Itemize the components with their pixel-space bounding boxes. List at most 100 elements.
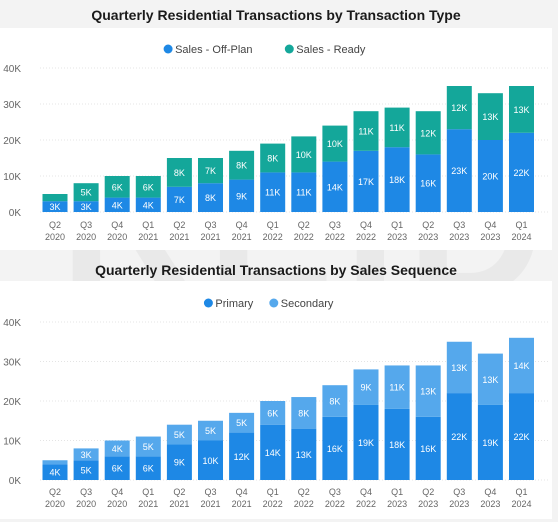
x-tick-label: 2022 — [263, 499, 283, 509]
data-label: 18K — [389, 175, 405, 185]
bar-primary — [166, 444, 192, 480]
bar-secondary — [446, 341, 472, 394]
x-tick-label: 2023 — [387, 499, 407, 509]
bar-primary — [166, 186, 192, 212]
legend-marker — [163, 44, 173, 54]
x-tick-label: Q2 — [298, 220, 310, 230]
x-tick-label: 2020 — [76, 232, 96, 242]
bar-primary — [229, 179, 255, 212]
bar-primary — [73, 201, 99, 212]
x-tick-label: Q3 — [329, 487, 341, 497]
y-tick-label: 20K — [3, 136, 21, 147]
data-label: 12K — [420, 128, 436, 138]
data-label: 13K — [451, 363, 467, 373]
bar-secondary — [384, 107, 410, 148]
data-label: 11K — [296, 188, 311, 198]
x-tick-label: 2020 — [107, 499, 127, 509]
chart-title-sales-sequence: Quarterly Residential Transactions by Sa… — [95, 262, 457, 278]
data-label: 13K — [296, 450, 312, 460]
data-label: 8K — [205, 193, 216, 203]
data-label: 10K — [296, 150, 312, 160]
legend-label: Sales - Off-Plan — [175, 44, 252, 56]
data-label: 14K — [327, 182, 343, 192]
x-tick-label: Q3 — [453, 220, 465, 230]
x-tick-label: 2022 — [294, 232, 314, 242]
legend-label: Secondary — [281, 298, 334, 310]
bar-secondary — [509, 337, 534, 394]
bar-secondary — [166, 158, 192, 187]
data-label: 4K — [49, 468, 60, 478]
legend-marker — [284, 44, 294, 54]
x-tick-label: 2022 — [325, 232, 345, 242]
x-tick-label: 2023 — [480, 499, 500, 509]
bar-secondary — [229, 150, 255, 180]
x-tick-label: 2021 — [138, 499, 158, 509]
x-tick-label: Q2 — [173, 487, 185, 497]
bar-secondary — [384, 365, 410, 409]
bar-secondary — [353, 111, 379, 151]
bar-primary — [104, 456, 130, 480]
data-label: 16K — [327, 444, 343, 454]
data-label: 6K — [143, 464, 154, 474]
data-label: 11K — [358, 127, 373, 137]
bar-secondary — [477, 93, 503, 140]
bar-primary — [104, 197, 130, 212]
bar-secondary — [104, 440, 130, 457]
bar-primary — [322, 416, 348, 480]
bar-primary — [384, 408, 410, 480]
data-label: 13K — [482, 375, 498, 385]
x-tick-label: Q2 — [422, 487, 434, 497]
x-tick-label: 2021 — [138, 232, 158, 242]
bar-primary — [42, 464, 68, 480]
data-label: 6K — [267, 408, 278, 418]
x-tick-label: 2024 — [511, 232, 531, 242]
data-label: 8K — [174, 168, 185, 178]
data-label: 12K — [234, 452, 250, 462]
bar-secondary — [42, 194, 68, 202]
data-label: 11K — [389, 383, 404, 393]
x-tick-label: Q4 — [484, 220, 496, 230]
x-tick-label: 2020 — [107, 232, 127, 242]
bar-primary — [198, 183, 223, 212]
x-tick-label: Q3 — [329, 220, 341, 230]
bar-secondary — [198, 158, 223, 184]
x-tick-label: Q1 — [391, 220, 403, 230]
bar-primary — [353, 150, 379, 212]
x-tick-label: Q4 — [236, 220, 248, 230]
legend-label: Sales - Ready — [296, 44, 366, 56]
y-tick-label: 10K — [3, 172, 21, 183]
bar-primary — [384, 147, 410, 212]
x-tick-label: Q3 — [204, 487, 216, 497]
y-tick-label: 0K — [9, 208, 22, 219]
data-label: 6K — [143, 182, 154, 192]
legend-marker — [203, 298, 213, 308]
bar-secondary — [104, 176, 130, 198]
x-tick-label: 2020 — [45, 232, 65, 242]
data-label: 13K — [482, 112, 498, 122]
x-tick-label: Q4 — [111, 220, 123, 230]
chart-title-transaction-type: Quarterly Residential Transactions by Tr… — [91, 7, 461, 23]
bar-primary — [509, 132, 534, 212]
bar-primary — [291, 428, 317, 480]
x-tick-label: Q1 — [515, 487, 527, 497]
x-tick-label: 2021 — [169, 499, 189, 509]
bar-secondary — [73, 448, 99, 461]
x-tick-label: Q3 — [204, 220, 216, 230]
y-tick-label: 30K — [3, 100, 21, 111]
x-tick-label: Q2 — [422, 220, 434, 230]
y-tick-label: 20K — [3, 397, 21, 408]
data-label: 8K — [298, 408, 309, 418]
data-label: 13K — [513, 105, 529, 115]
data-label: 3K — [81, 202, 92, 212]
bar-secondary — [229, 412, 255, 433]
x-tick-label: Q4 — [236, 487, 248, 497]
data-label: 13K — [420, 387, 436, 397]
x-tick-label: 2021 — [200, 499, 220, 509]
x-tick-label: Q1 — [142, 487, 154, 497]
data-label: 22K — [451, 432, 467, 442]
legend-marker — [269, 298, 279, 308]
data-label: 9K — [360, 383, 371, 393]
x-tick-label: Q1 — [267, 220, 279, 230]
data-label: 5K — [174, 430, 185, 440]
